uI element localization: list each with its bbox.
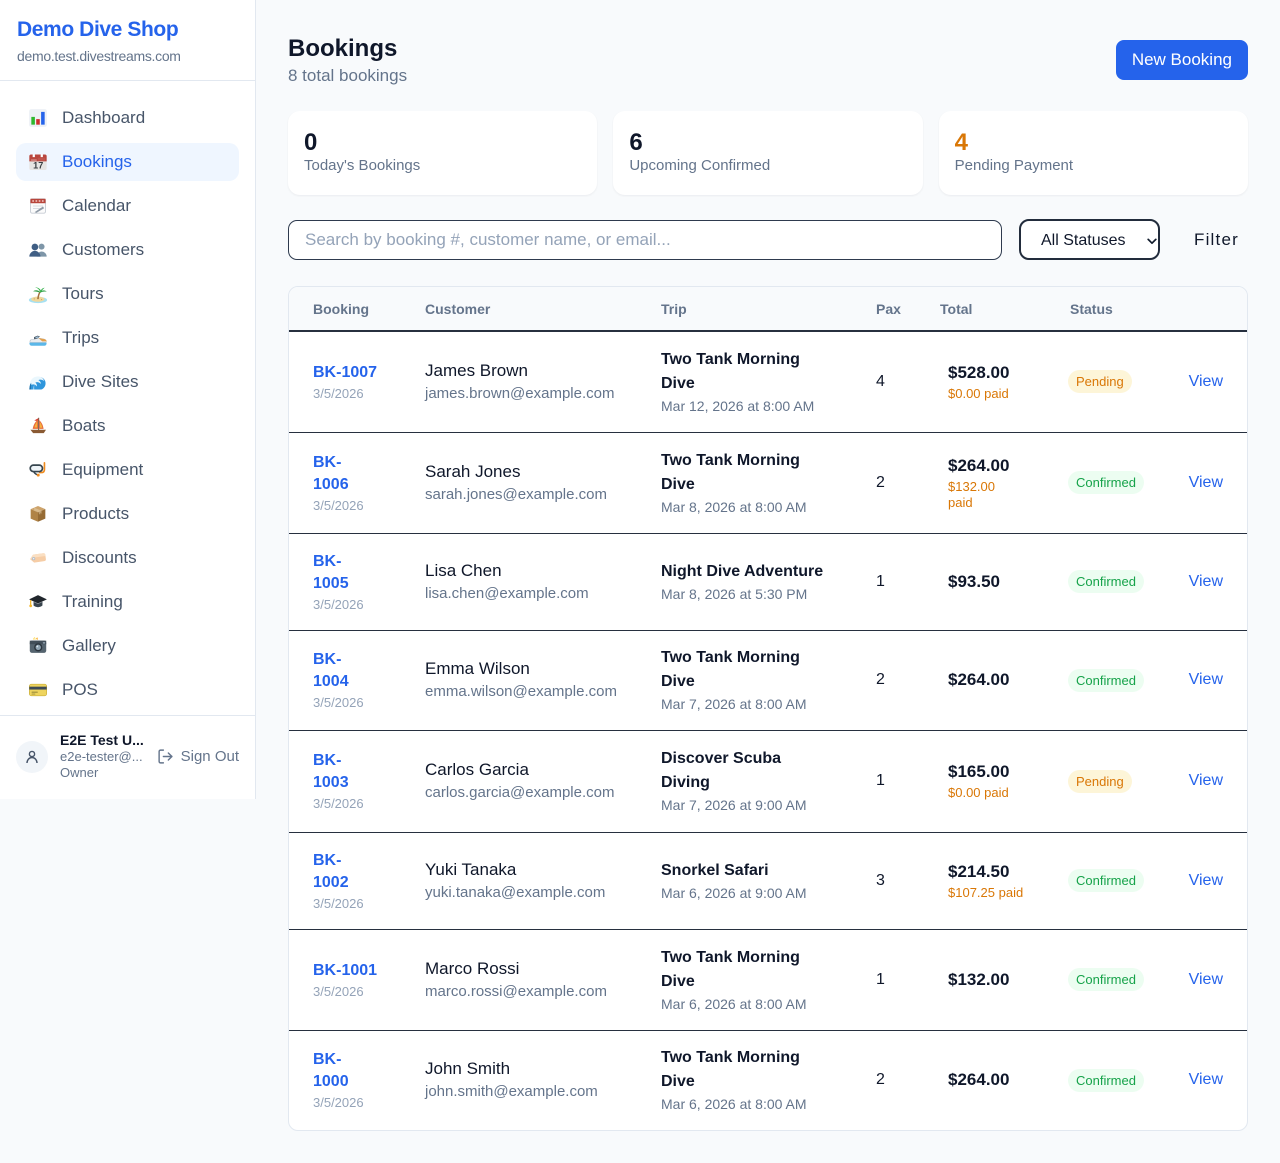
svg-text:17: 17 xyxy=(33,161,43,171)
